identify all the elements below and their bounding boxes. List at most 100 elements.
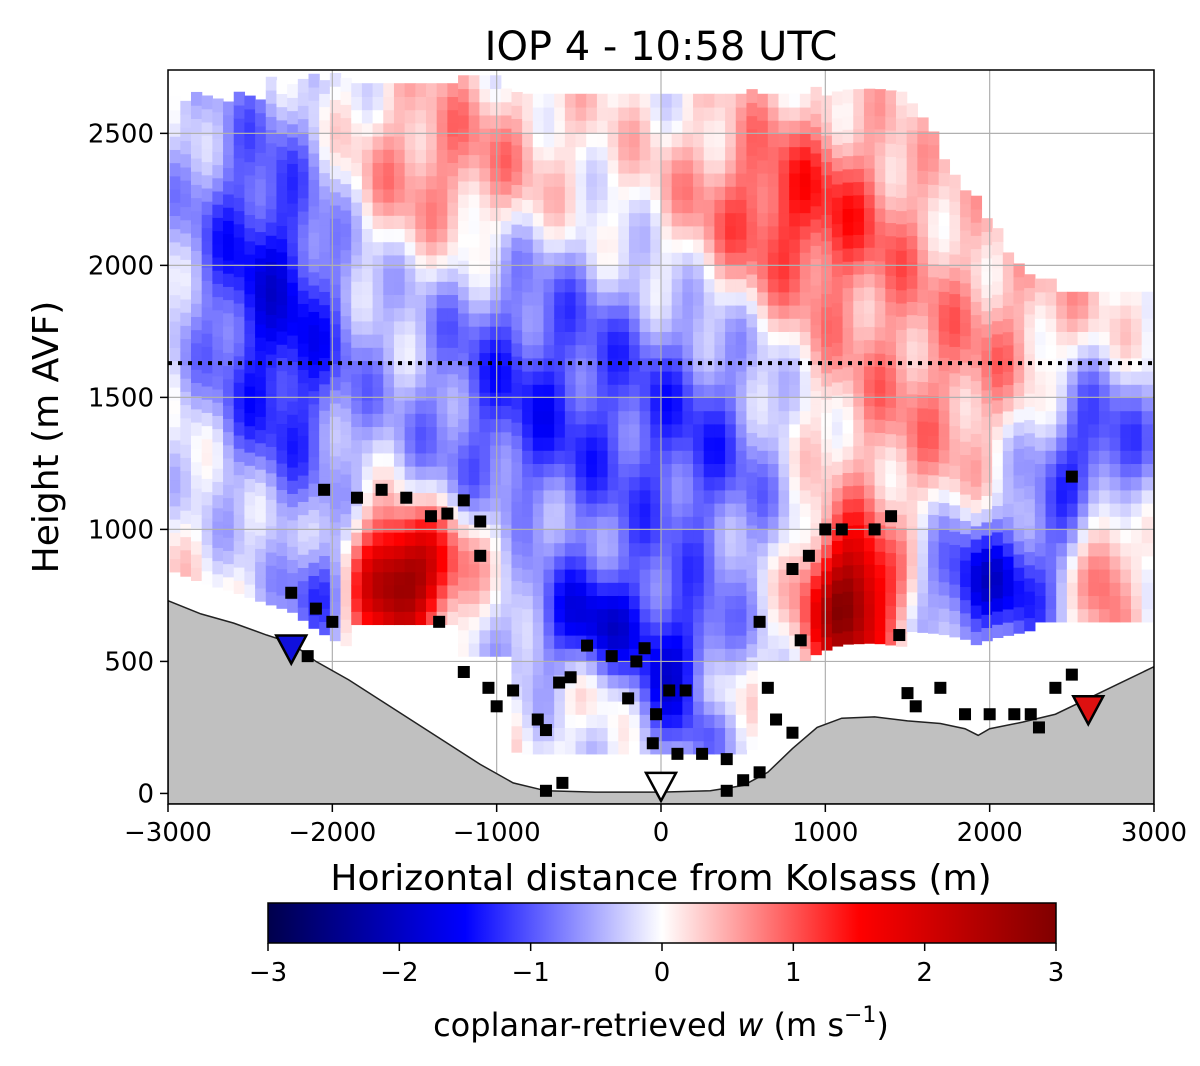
heat-cell	[895, 197, 908, 212]
heat-cell	[906, 340, 918, 355]
heat-cell	[543, 476, 555, 491]
heat-cell	[532, 661, 545, 676]
heat-cell	[532, 133, 545, 148]
heat-cell	[746, 603, 758, 618]
heat-cell	[1056, 542, 1068, 557]
heat-cell	[1109, 331, 1121, 346]
heat-cell	[1024, 406, 1036, 421]
heat-cell	[778, 238, 790, 253]
heat-cell	[436, 479, 448, 494]
heat-cell	[522, 291, 534, 306]
heat-cell	[650, 687, 662, 702]
heat-cell	[564, 172, 577, 187]
heat-cell	[671, 727, 683, 742]
heat-cell	[404, 109, 416, 124]
heat-cell	[479, 128, 491, 142]
heat-cell	[276, 489, 288, 504]
heat-cell	[287, 546, 299, 560]
heat-cell	[329, 231, 342, 246]
heat-cell	[1077, 542, 1089, 557]
heat-cell	[810, 443, 822, 458]
heat-cell	[596, 648, 609, 663]
heat-cell	[757, 304, 769, 319]
heat-cell	[821, 240, 833, 255]
heat-cell	[757, 516, 769, 531]
heat-cell	[831, 434, 844, 449]
heat-cell	[361, 571, 374, 586]
heat-cell	[703, 278, 716, 293]
heat-cell	[650, 159, 662, 174]
heat-cell	[340, 315, 352, 330]
heat-cell	[511, 659, 523, 674]
heat-cell	[938, 542, 951, 556]
heat-cell	[169, 439, 181, 454]
heat-cell	[714, 106, 726, 121]
heat-cell	[361, 320, 374, 335]
heat-cell	[628, 635, 641, 649]
heat-cell	[1066, 503, 1079, 517]
heat-cell	[693, 582, 705, 597]
heat-cell	[468, 392, 481, 406]
heat-cell	[938, 436, 951, 451]
heat-cell	[1045, 370, 1057, 385]
heat-cell	[1130, 450, 1143, 465]
heat-cell	[223, 101, 235, 116]
heat-cell	[799, 648, 812, 663]
heat-cell	[447, 149, 459, 164]
heat-cell	[746, 445, 758, 460]
heat-cell	[1141, 516, 1153, 531]
heat-cell	[490, 273, 502, 288]
heat-cell	[682, 331, 694, 346]
heat-cell	[458, 510, 470, 525]
heat-cell	[468, 114, 481, 129]
heat-cell	[511, 699, 523, 714]
heat-cell	[618, 714, 630, 729]
heat-cell	[500, 101, 513, 116]
heat-cell	[554, 516, 566, 531]
heat-cell	[265, 340, 278, 355]
heat-cell	[233, 302, 246, 317]
heat-cell	[297, 606, 310, 621]
heat-cell	[340, 500, 352, 515]
heat-cell	[522, 265, 534, 280]
heat-cell	[757, 106, 769, 121]
heat-cell	[255, 442, 267, 457]
heat-cell	[885, 314, 897, 329]
heat-cell	[725, 555, 737, 570]
heat-cell	[276, 396, 288, 411]
heat-cell	[639, 252, 651, 266]
heat-cell	[757, 555, 769, 570]
heat-cell	[404, 320, 416, 335]
heat-cell	[361, 492, 374, 507]
black-marker	[901, 687, 914, 700]
heat-cell	[169, 334, 181, 348]
heat-cell	[169, 254, 181, 269]
heat-cell	[479, 484, 491, 499]
heat-cell	[191, 527, 203, 542]
heat-cell	[426, 373, 438, 388]
heat-cell	[447, 466, 459, 480]
heat-cell	[831, 170, 844, 185]
heat-cell	[628, 357, 641, 372]
heat-cell	[682, 159, 694, 174]
heat-cell	[693, 304, 705, 319]
heat-cell	[201, 451, 213, 466]
heat-cell	[789, 516, 801, 531]
heat-cell	[874, 247, 886, 262]
heat-cell	[244, 570, 256, 585]
heat-cell	[223, 259, 235, 274]
heat-cell	[650, 701, 662, 715]
heat-cell	[628, 529, 641, 544]
heat-cell	[682, 410, 694, 425]
heat-cell	[1088, 357, 1100, 372]
heat-cell	[255, 337, 267, 351]
heat-cell	[340, 566, 352, 581]
heat-cell	[885, 288, 897, 303]
heat-cell	[596, 503, 609, 517]
heat-cell	[1013, 580, 1025, 595]
heat-cell	[361, 202, 374, 216]
heat-cell	[842, 168, 854, 183]
heat-cell	[789, 331, 801, 346]
heat-cell	[468, 326, 481, 340]
heat-cell	[1034, 608, 1047, 623]
